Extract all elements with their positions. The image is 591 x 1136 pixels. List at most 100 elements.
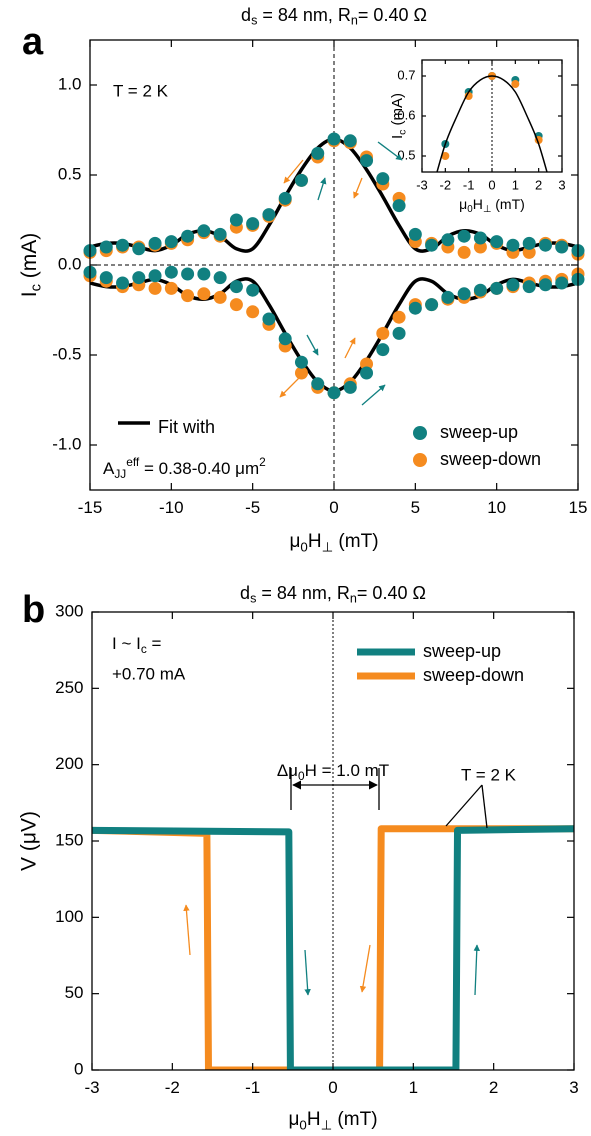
data-point bbox=[343, 134, 357, 148]
data-point bbox=[425, 298, 439, 312]
pointer bbox=[481, 784, 488, 829]
text-part: = bbox=[147, 634, 162, 653]
data-point bbox=[246, 305, 260, 319]
data-point bbox=[376, 172, 390, 186]
data-point bbox=[522, 236, 536, 250]
arrow bbox=[353, 177, 363, 199]
data-point bbox=[441, 290, 455, 304]
data-point bbox=[360, 154, 374, 168]
data-point bbox=[213, 290, 227, 304]
data-point bbox=[262, 208, 276, 222]
arrow bbox=[183, 904, 191, 956]
data-point bbox=[164, 265, 178, 279]
data-point bbox=[457, 245, 471, 259]
data-point bbox=[116, 276, 130, 290]
data-point bbox=[116, 238, 130, 252]
text-part: Δμ bbox=[277, 761, 298, 780]
subscript: c bbox=[396, 130, 408, 135]
text-part: d bbox=[240, 583, 250, 603]
subscript: c bbox=[28, 284, 44, 291]
x-axis-label: μ0H⊥ (mT) bbox=[459, 196, 525, 215]
data-point bbox=[343, 380, 357, 394]
text-part: (mT) bbox=[333, 531, 378, 552]
x-tick-label: -3 bbox=[416, 178, 428, 193]
annotation: Δμ0H = 1.0 mT bbox=[277, 761, 389, 783]
data-point bbox=[311, 146, 325, 160]
arrow bbox=[377, 141, 403, 161]
y-tick-label: -0.5 bbox=[52, 344, 81, 363]
data-point bbox=[197, 224, 211, 238]
data-point bbox=[522, 245, 536, 259]
data-point bbox=[181, 289, 195, 303]
data-point bbox=[425, 238, 439, 252]
sweep-arrows bbox=[183, 141, 481, 996]
panel-label: a bbox=[22, 21, 44, 63]
data-point bbox=[490, 235, 504, 249]
data-point bbox=[392, 199, 406, 213]
data-point bbox=[294, 173, 308, 187]
y-axis-label: V (μV) bbox=[18, 811, 41, 871]
y-tick-label: 100 bbox=[55, 907, 83, 926]
y-tick-label: 1.0 bbox=[58, 74, 82, 93]
x-tick-label: -10 bbox=[159, 498, 184, 517]
x-tick-label: 0 bbox=[488, 178, 495, 193]
data-point bbox=[294, 355, 308, 369]
text-part: A bbox=[103, 459, 115, 478]
data-point bbox=[555, 240, 569, 254]
data-point bbox=[181, 229, 195, 243]
data-point bbox=[511, 80, 520, 88]
delta-marker bbox=[290, 768, 488, 829]
legend-label: sweep-up bbox=[440, 422, 518, 442]
text-part: μ bbox=[289, 531, 300, 552]
y-tick-label: 300 bbox=[55, 601, 83, 620]
data-point bbox=[148, 236, 162, 250]
arrow bbox=[306, 334, 319, 356]
arrow bbox=[279, 374, 303, 398]
x-tick-label: -3 bbox=[84, 1078, 99, 1097]
data-point bbox=[441, 152, 450, 160]
annotation: T = 2 K bbox=[113, 81, 169, 100]
y-tick-label: 200 bbox=[55, 754, 83, 773]
chart-title: ds = 84 nm, Rn= 0.40 Ω bbox=[240, 583, 426, 606]
arrow bbox=[344, 337, 356, 359]
data-point bbox=[376, 343, 390, 357]
data-point bbox=[148, 269, 162, 283]
data-point bbox=[197, 267, 211, 281]
text-part: = 0.40 Ω bbox=[358, 5, 427, 25]
data-point bbox=[229, 213, 243, 227]
annotation: +0.70 mA bbox=[112, 664, 186, 683]
subscript: 0 bbox=[467, 204, 473, 215]
subscript: 0 bbox=[299, 1117, 306, 1132]
x-tick-label: 15 bbox=[569, 498, 588, 517]
x-tick-label: -1 bbox=[245, 1078, 260, 1097]
x-tick-label: -1 bbox=[463, 178, 475, 193]
data-point bbox=[99, 240, 113, 254]
data-point bbox=[376, 326, 390, 340]
data-point bbox=[278, 332, 292, 346]
x-tick-label: -2 bbox=[440, 178, 452, 193]
pointer bbox=[445, 784, 483, 827]
x-axis-label: μ0H⊥ (mT) bbox=[289, 531, 378, 554]
text-part: (mT) bbox=[332, 1109, 377, 1130]
x-tick-label: 2 bbox=[489, 1078, 498, 1097]
y-tick-label: 150 bbox=[55, 830, 83, 849]
legend-label: sweep-up bbox=[423, 641, 501, 661]
legend-label: sweep-down bbox=[440, 449, 541, 469]
data-point bbox=[246, 217, 260, 231]
subscript: c bbox=[141, 642, 147, 656]
x-tick-label: 5 bbox=[411, 498, 420, 517]
subscript: JJ bbox=[114, 467, 126, 481]
text-part: H = 1.0 mT bbox=[305, 761, 390, 780]
arrow bbox=[304, 949, 311, 996]
data-point bbox=[360, 366, 374, 380]
data-point bbox=[229, 280, 243, 294]
annotation: T = 2 K bbox=[461, 765, 517, 784]
text-part: = 0.38-0.40 μm bbox=[139, 459, 259, 478]
data-point bbox=[181, 267, 195, 281]
x-tick-label: 1 bbox=[409, 1078, 418, 1097]
data-point bbox=[522, 280, 536, 294]
data-point bbox=[490, 281, 504, 295]
data-point bbox=[132, 242, 146, 256]
x-tick-label: 2 bbox=[535, 178, 542, 193]
data-point bbox=[213, 227, 227, 241]
